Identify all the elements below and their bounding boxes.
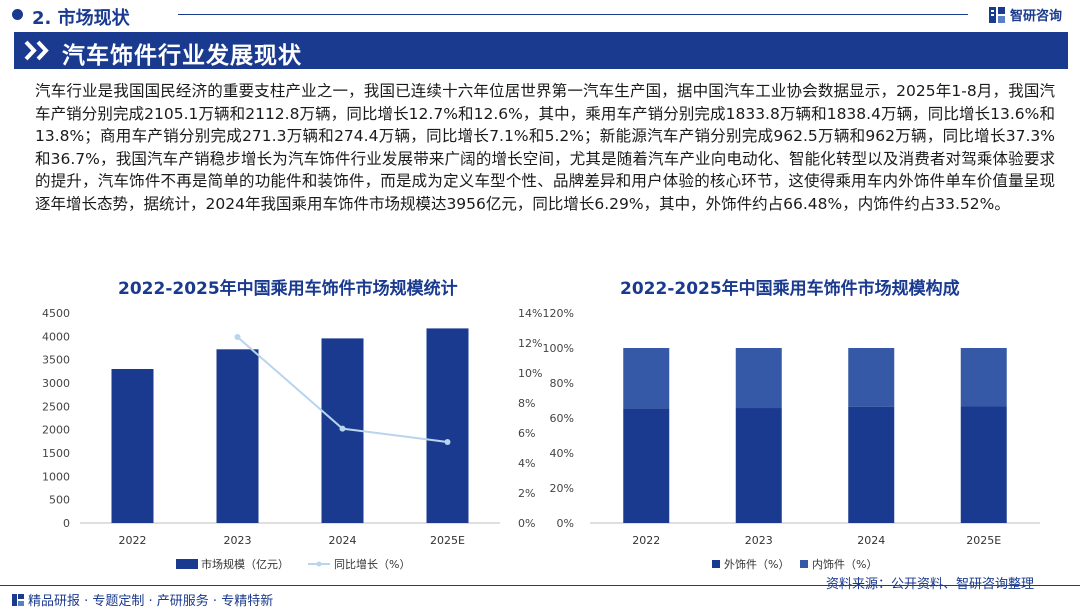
legend-swatch-bar bbox=[176, 559, 198, 569]
stack-outer-2025E bbox=[960, 406, 1007, 523]
right-axis-tick: 12% bbox=[518, 337, 542, 350]
legend-marker-line bbox=[316, 561, 322, 567]
x-tick-label: 2025E bbox=[430, 534, 465, 547]
right-chart-axis-tick: 0% bbox=[557, 517, 574, 530]
brand-logo: 智研咨询 bbox=[988, 5, 1062, 24]
right-axis-tick: 2% bbox=[518, 487, 535, 500]
legend-swatch-outer bbox=[712, 560, 720, 568]
footer-logo-icon bbox=[12, 593, 24, 606]
left-axis-tick: 500 bbox=[49, 494, 70, 507]
left-chart-title: 2022-2025年中国乘用车饰件市场规模统计 bbox=[118, 279, 458, 299]
left-axis-tick: 1500 bbox=[42, 447, 70, 460]
growth-point bbox=[234, 334, 241, 340]
right-chart-axis-tick: 40% bbox=[550, 447, 574, 460]
bar-2023 bbox=[216, 349, 259, 523]
left-axis-tick: 4000 bbox=[42, 330, 70, 343]
bar-2022 bbox=[111, 369, 154, 523]
right-chart-axis-tick: 20% bbox=[550, 482, 574, 495]
brand-name: 智研咨询 bbox=[1010, 9, 1063, 24]
stack-outer-2023 bbox=[735, 408, 782, 523]
left-axis-tick: 4500 bbox=[42, 307, 70, 320]
stack-inner-2023 bbox=[735, 348, 782, 409]
right-chart-axis-tick: 80% bbox=[550, 377, 574, 390]
growth-point bbox=[444, 439, 451, 445]
brand-logo-icon bbox=[989, 6, 1005, 23]
stack-outer-2022 bbox=[623, 408, 670, 523]
legend-label-line: 同比增长（%） bbox=[334, 557, 410, 571]
section-bullet-icon bbox=[12, 9, 23, 20]
right-axis-tick: 8% bbox=[518, 397, 535, 410]
right-axis-tick: 14% bbox=[518, 307, 542, 320]
left-axis-tick: 1000 bbox=[42, 470, 70, 483]
stack-outer-2024 bbox=[848, 406, 895, 523]
top-header: 2. 市场现状 智研咨询 bbox=[0, 0, 1080, 30]
left-axis-tick: 2500 bbox=[42, 400, 70, 413]
stack-inner-2025E bbox=[960, 348, 1007, 407]
data-source: 资料来源：公开资料、智研咨询整理 bbox=[826, 577, 1035, 592]
legend-label-bar: 市场规模（亿元） bbox=[201, 557, 289, 571]
left-axis-tick: 2000 bbox=[42, 424, 70, 437]
right-chart-axis-tick: 120% bbox=[543, 307, 574, 320]
right-chart-x-tick-label: 2024 bbox=[857, 534, 885, 547]
right-chart-x-tick-label: 2022 bbox=[632, 534, 660, 547]
stack-inner-2024 bbox=[848, 348, 895, 407]
left-axis-tick: 3500 bbox=[42, 354, 70, 367]
bar-2025E bbox=[426, 328, 469, 523]
legend-swatch-inner bbox=[800, 560, 808, 568]
right-axis-tick: 0% bbox=[518, 517, 535, 530]
growth-point bbox=[339, 425, 346, 432]
legend-label-inner: 内饰件（%） bbox=[812, 557, 877, 571]
right-chart-axis-tick: 60% bbox=[550, 412, 574, 425]
left-axis-tick: 3000 bbox=[42, 377, 70, 390]
title-banner: 汽车饰件行业发展现状 bbox=[14, 32, 1068, 69]
x-tick-label: 2023 bbox=[224, 534, 252, 547]
banner-title: 汽车饰件行业发展现状 bbox=[62, 43, 302, 69]
section-title: 2. 市场现状 bbox=[32, 8, 130, 29]
footer: 精品研报 · 专题定制 · 产研服务 · 专精特新 bbox=[12, 590, 273, 609]
chevron-right-icon bbox=[24, 40, 49, 61]
right-chart-x-tick-label: 2025E bbox=[966, 534, 1001, 547]
right-axis-tick: 6% bbox=[518, 427, 535, 440]
right-chart-title: 2022-2025年中国乘用车饰件市场规模构成 bbox=[620, 279, 960, 299]
header-divider bbox=[178, 14, 968, 15]
x-tick-label: 2024 bbox=[329, 534, 357, 547]
x-tick-label: 2022 bbox=[119, 534, 147, 547]
right-chart-x-tick-label: 2023 bbox=[745, 534, 773, 547]
legend-label-outer: 外饰件（%） bbox=[724, 557, 789, 571]
stack-inner-2022 bbox=[623, 348, 670, 409]
footer-divider bbox=[0, 585, 1080, 586]
right-axis-tick: 4% bbox=[518, 457, 535, 470]
right-chart-axis-tick: 100% bbox=[543, 342, 574, 355]
left-axis-tick: 0 bbox=[63, 517, 70, 530]
body-paragraph: 汽车行业是我国国民经济的重要支柱产业之一，我国已连续十六年位居世界第一汽车生产国… bbox=[35, 82, 1055, 213]
footer-text: 精品研报 · 专题定制 · 产研服务 · 专精特新 bbox=[28, 594, 274, 609]
right-axis-tick: 10% bbox=[518, 367, 542, 380]
